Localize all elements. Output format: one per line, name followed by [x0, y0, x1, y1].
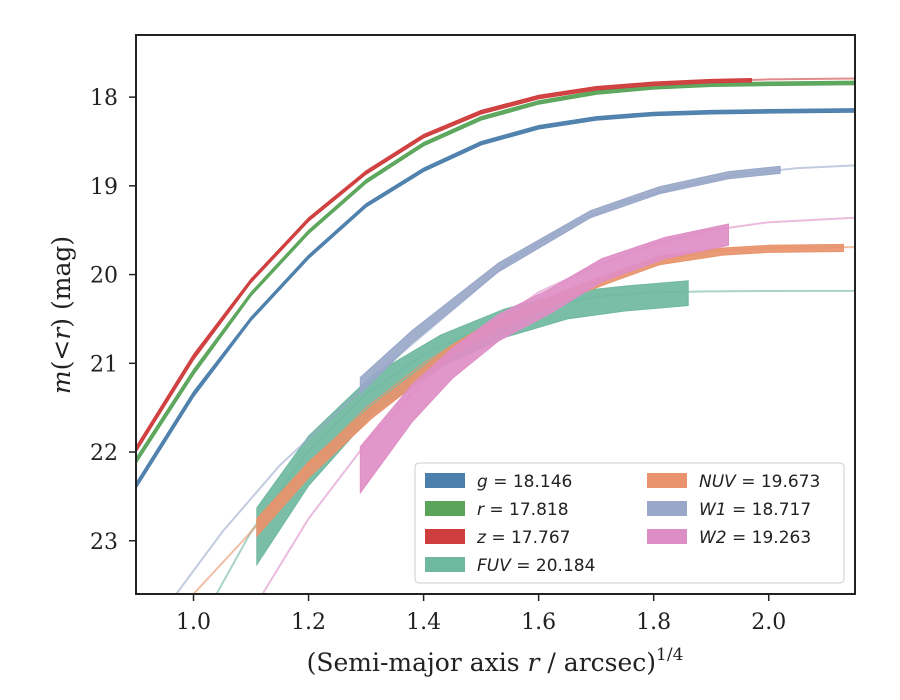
y-axis-ticks: 18 19 20 21 22 23: [90, 86, 136, 555]
legend: g = 18.146 r = 17.818 z = 17.767 FUV = 20.1…: [414, 462, 845, 584]
y-tick-label: 18: [90, 86, 118, 111]
legend-item-w1: W1 = 18.717: [647, 500, 811, 520]
x-axis-label: (Semi-major axis r / arcsec)1/4: [307, 645, 684, 677]
legend-swatch: [647, 501, 687, 516]
legend-label: g = 18.146: [477, 472, 572, 492]
y-tick-label: 19: [90, 175, 118, 200]
y-tick-label: 21: [90, 352, 118, 377]
series-z: [136, 77, 855, 453]
legend-label: W1 = 18.717: [699, 500, 811, 520]
legend-swatch: [647, 529, 687, 544]
legend-item-r: r = 17.818: [425, 500, 569, 520]
legend-swatch: [647, 473, 687, 488]
data-band-z: [136, 77, 752, 453]
legend-label: W2 = 19.263: [699, 528, 811, 548]
x-tick-label: 2.0: [751, 610, 786, 635]
legend-item-nuv: NUV = 19.673: [647, 472, 820, 492]
y-tick-label: 20: [90, 264, 118, 289]
legend-label: z = 17.767: [476, 528, 570, 548]
x-tick-label: 1.8: [636, 610, 671, 635]
plot-frame: [135, 34, 856, 595]
series-w1: [175, 164, 855, 594]
legend-label: NUV = 19.673: [699, 472, 820, 492]
series-w2: [261, 216, 855, 594]
y-tick-label: 23: [90, 530, 118, 555]
series-r: [136, 80, 855, 465]
legend-swatch: [425, 473, 465, 488]
legend-label: FUV = 20.184: [477, 556, 595, 576]
legend-swatch: [425, 501, 465, 516]
legend-swatch: [425, 529, 465, 544]
legend-frame: [414, 462, 845, 584]
x-tick-label: 1.6: [521, 610, 556, 635]
data-band-g: [136, 108, 855, 490]
legend-label: r = 17.818: [477, 500, 569, 520]
legend-swatch: [425, 557, 465, 572]
x-tick-label: 1.0: [176, 610, 211, 635]
data-band-r: [136, 80, 855, 465]
y-tick-label: 22: [90, 441, 118, 466]
x-tick-label: 1.4: [406, 610, 441, 635]
series-layer: [136, 77, 855, 594]
data-band-w1: [359, 165, 781, 395]
model-curve-w2: [261, 216, 855, 594]
y-axis-label: m(<r) (mag): [47, 236, 76, 394]
legend-item-z: z = 17.767: [425, 528, 570, 548]
legend-item-fuv: FUV = 20.184: [425, 556, 595, 576]
data-band-w2: [359, 223, 729, 495]
legend-item-g: g = 18.146: [425, 472, 572, 492]
x-tick-label: 1.2: [291, 610, 326, 635]
legend-item-w2: W2 = 19.263: [647, 528, 811, 548]
x-axis-ticks: 1.0 1.2 1.4 1.6 1.8 2.0: [176, 594, 786, 635]
series-g: [136, 108, 855, 490]
